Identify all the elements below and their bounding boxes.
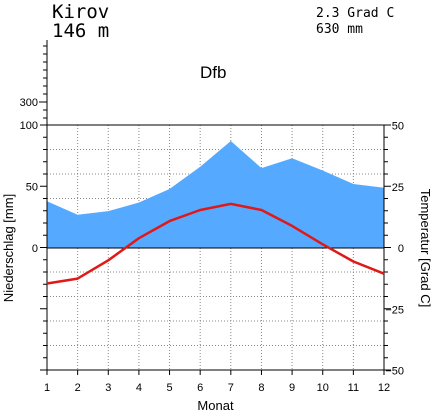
- x-tick-label: 2: [75, 382, 81, 394]
- right-tick-label: 25: [392, 182, 404, 194]
- x-tick-label: 7: [228, 382, 234, 394]
- x-tick-label: 5: [166, 382, 172, 394]
- right-tick-label: 0: [398, 243, 404, 255]
- annual-mean-temperature: 2.3 Grad C: [316, 6, 395, 21]
- left-axis-label: Niederschlag [mm]: [1, 194, 16, 302]
- left-tick-label: 100: [20, 120, 38, 132]
- left-tick-label: 50: [26, 182, 38, 194]
- right-tick-label: −50: [385, 366, 404, 378]
- x-tick-label: 8: [258, 382, 264, 394]
- x-tick-label: 4: [136, 382, 142, 394]
- right-axis-label: Temperatur [Grad C]: [418, 189, 433, 308]
- axis-ticks: [39, 45, 391, 375]
- x-tick-label: 11: [348, 382, 359, 394]
- annual-precipitation: 630 mm: [316, 22, 363, 37]
- station-elevation: 146 m: [52, 20, 110, 42]
- x-tick-label: 1: [44, 382, 50, 394]
- x-tick-label: 6: [197, 382, 203, 394]
- x-axis-label: Monat: [197, 398, 234, 413]
- right-tick-label: −25: [385, 304, 404, 316]
- temperature-line: [46, 202, 385, 285]
- x-tick-label: 10: [317, 382, 329, 394]
- precipitation-area: [47, 141, 384, 248]
- x-tick-label: 3: [105, 382, 111, 394]
- right-tick-label: 50: [392, 121, 404, 133]
- left-tick-label: 0: [32, 243, 38, 255]
- x-tick-label: 12: [378, 382, 390, 394]
- station-name: Kirov: [52, 1, 110, 23]
- x-tick-label: 9: [289, 382, 295, 394]
- left-tick-label: 300: [20, 97, 38, 109]
- koppen-climate-class: Dfb: [200, 63, 227, 82]
- grid: [47, 125, 384, 370]
